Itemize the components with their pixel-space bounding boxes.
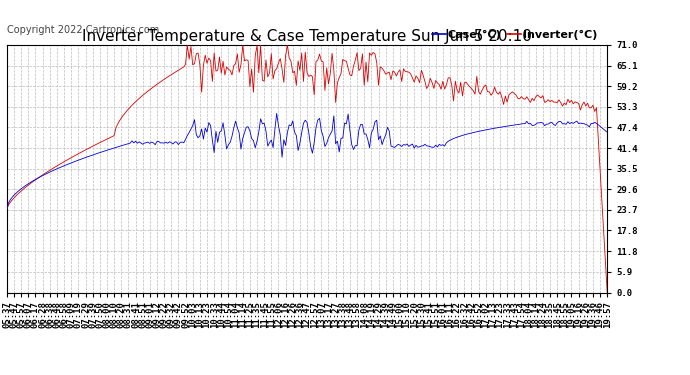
Title: Inverter Temperature & Case Temperature Sun Jun 5 20:10: Inverter Temperature & Case Temperature … bbox=[82, 29, 532, 44]
Legend: Case(°C), Inverter(°C): Case(°C), Inverter(°C) bbox=[428, 26, 602, 45]
Text: Copyright 2022 Cartronics.com: Copyright 2022 Cartronics.com bbox=[7, 25, 159, 35]
